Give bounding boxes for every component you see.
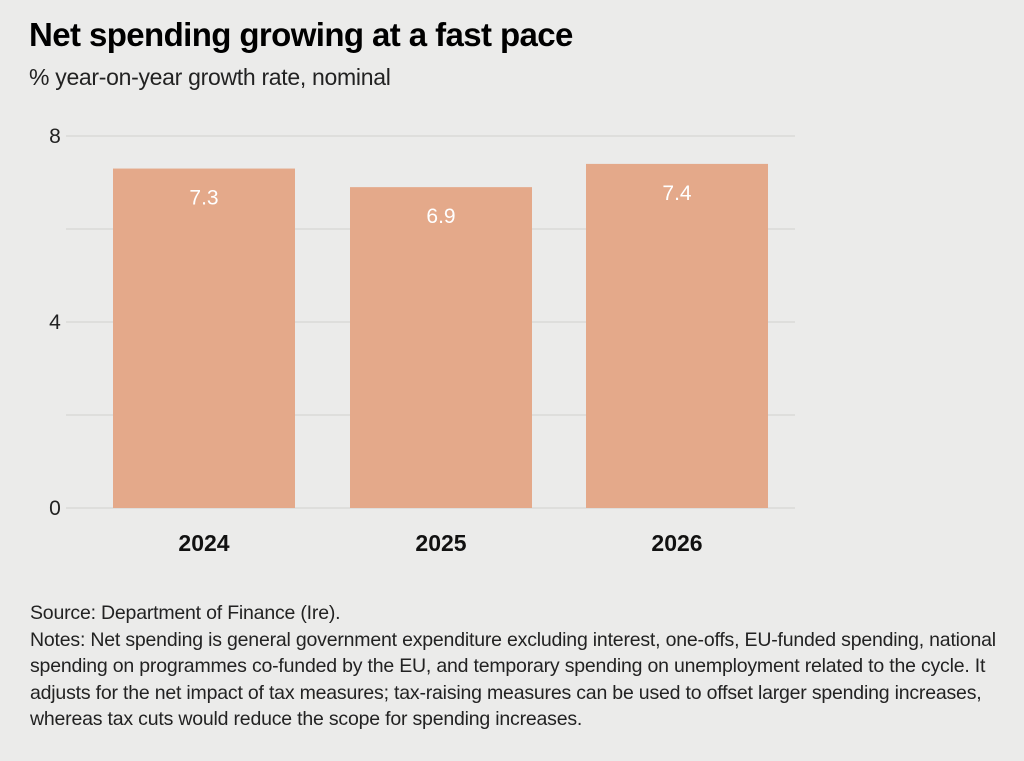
y-tick-label: 0 (49, 497, 61, 520)
chart-title: Net spending growing at a fast pace (29, 16, 573, 53)
bar-data-label: 7.4 (662, 182, 692, 205)
y-tick-label: 8 (49, 125, 61, 148)
bar-chart: 0 4 8 7.3 2024 6.9 2025 7.4 2026 (49, 125, 795, 556)
x-tick-label: 2025 (415, 530, 466, 556)
bar-data-label: 7.3 (189, 187, 218, 210)
x-tick-label: 2024 (178, 530, 229, 556)
bar-2025 (350, 187, 532, 508)
x-tick-label: 2026 (651, 530, 702, 556)
notes-text: Notes: Net spending is general governmen… (30, 628, 996, 731)
y-tick-label: 4 (49, 311, 61, 334)
bar-2026 (586, 163, 768, 508)
bar-2024 (113, 168, 295, 509)
chart-subtitle: % year-on-year growth rate, nominal (29, 64, 391, 90)
notes-block: Source: Department of Finance (Ire). Not… (30, 600, 1015, 733)
source-text: Source: Department of Finance (Ire). (30, 602, 341, 624)
bar-data-label: 6.9 (426, 205, 455, 228)
